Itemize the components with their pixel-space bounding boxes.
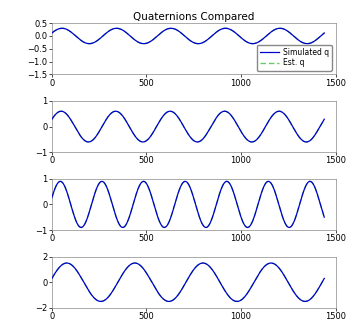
Title: Quaternions Compared: Quaternions Compared [133, 12, 254, 23]
Legend: Simulated q, Est. q: Simulated q, Est. q [257, 45, 332, 71]
